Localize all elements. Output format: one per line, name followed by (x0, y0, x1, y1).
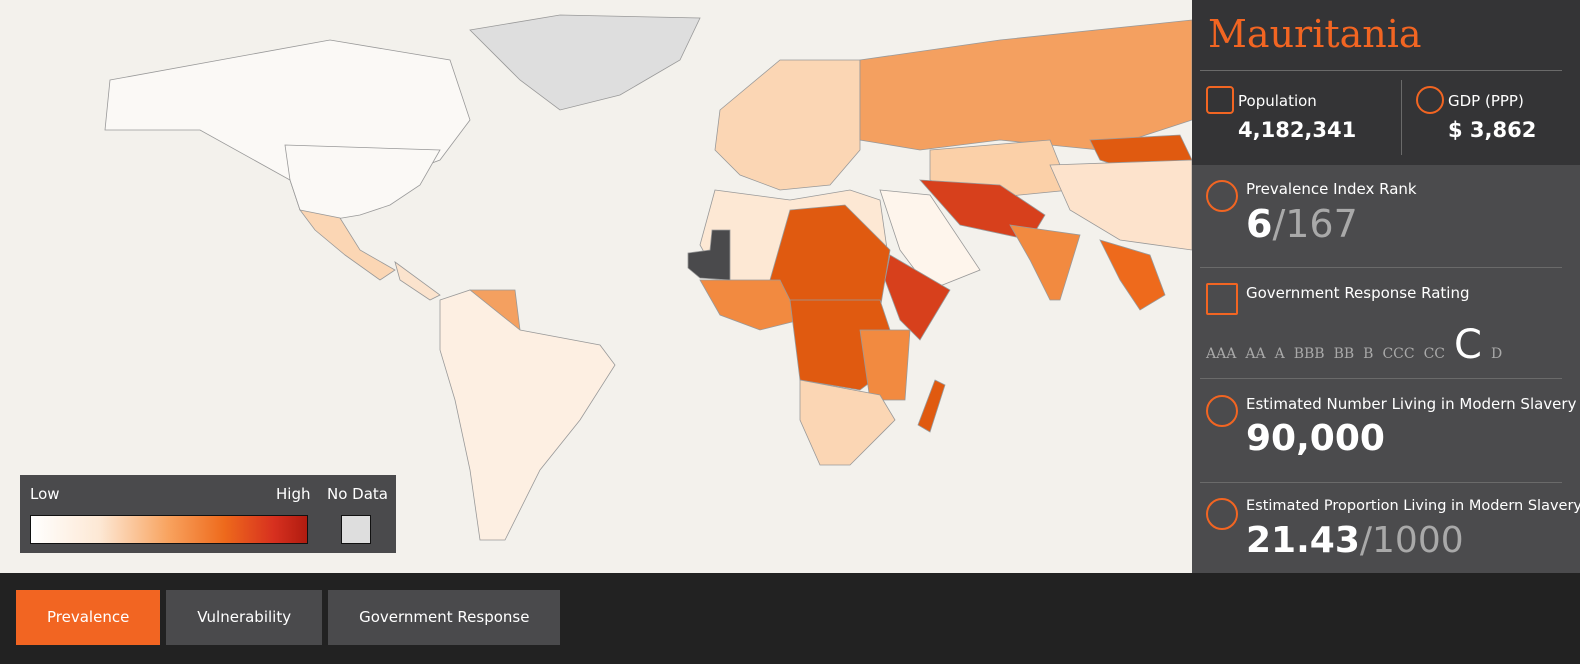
country-panel: Mauritania Population 4,182,341 GDP (PPP… (1192, 0, 1580, 573)
population-value: 4,182,341 (1238, 118, 1357, 142)
separator (1200, 267, 1562, 268)
separator (1200, 70, 1562, 71)
rating-grade: AA (1245, 346, 1266, 362)
legend-high: High (276, 485, 311, 503)
separator (1200, 482, 1562, 483)
gdp-value: $ 3,862 (1448, 118, 1537, 142)
proportion-icon (1206, 498, 1238, 530)
iran-afghanistan-pakistan (919, 179, 1046, 241)
gdp-icon (1416, 86, 1444, 114)
rank-label: Prevalence Index Rank (1246, 180, 1417, 198)
rating-grade: D (1490, 346, 1503, 362)
separator (1200, 378, 1562, 379)
legend-low: Low (30, 485, 60, 503)
tab[interactable]: Vulnerability (166, 590, 323, 645)
rank-icon (1206, 180, 1238, 212)
legend: Low High No Data (20, 475, 396, 553)
legend-gradient (30, 515, 308, 544)
divider (1401, 80, 1402, 155)
madagascar (917, 379, 946, 433)
rating-label: Government Response Rating (1246, 284, 1470, 302)
east-africa (859, 329, 911, 401)
proportion-label: Estimated Proportion Living in Modern Sl… (1246, 498, 1580, 514)
mauritania (687, 229, 731, 281)
panel-header (1192, 0, 1580, 165)
south-america (439, 289, 616, 541)
rating-icon (1206, 283, 1238, 315)
country-name: Mauritania (1208, 12, 1422, 56)
number-label: Estimated Number Living in Modern Slaver… (1246, 395, 1577, 413)
number-value: 90,000 (1246, 418, 1385, 459)
gdp-label: GDP (PPP) (1448, 92, 1524, 110)
legend-no-data-swatch (341, 515, 371, 544)
europe (714, 59, 861, 191)
proportion-total: /1000 (1359, 520, 1464, 561)
legend-no-data: No Data (327, 485, 388, 503)
india (1009, 224, 1081, 301)
rating-grade: AAA (1206, 346, 1237, 362)
population-icon (1206, 86, 1234, 114)
rating-grade: C (1454, 322, 1482, 368)
rating-grade: B (1363, 346, 1374, 362)
china (1049, 159, 1192, 251)
southern-africa (799, 379, 896, 466)
middle-east (879, 189, 981, 291)
rank-total: /167 (1272, 202, 1358, 246)
number-icon (1206, 395, 1238, 427)
tab[interactable]: Prevalence (16, 590, 161, 645)
map: Low High No Data (0, 0, 1192, 573)
rating-grade: BB (1333, 346, 1355, 362)
rank-value: 6 (1246, 202, 1273, 246)
usa (284, 144, 441, 221)
tab[interactable]: Government Response (328, 590, 561, 645)
greenland (469, 14, 701, 111)
proportion-value: 21.43 (1246, 520, 1360, 561)
west-africa (699, 279, 801, 331)
rating-grade: CC (1423, 346, 1446, 362)
north-america (104, 39, 471, 216)
southeast-asia (1099, 239, 1166, 311)
central-america (394, 260, 441, 301)
mexico (299, 209, 396, 281)
rating-grade: A (1274, 346, 1285, 362)
russia (859, 19, 1192, 151)
tab-bar: Prevalence Vulnerability Government Respon… (16, 590, 561, 645)
population-label: Population (1238, 92, 1317, 110)
rating-grade: CCC (1382, 346, 1415, 362)
world-map (104, 14, 1192, 541)
rating-grade: BBB (1293, 346, 1325, 362)
rating-scale: AAA AA A BBB BB B CCC CC C D (1206, 322, 1511, 368)
